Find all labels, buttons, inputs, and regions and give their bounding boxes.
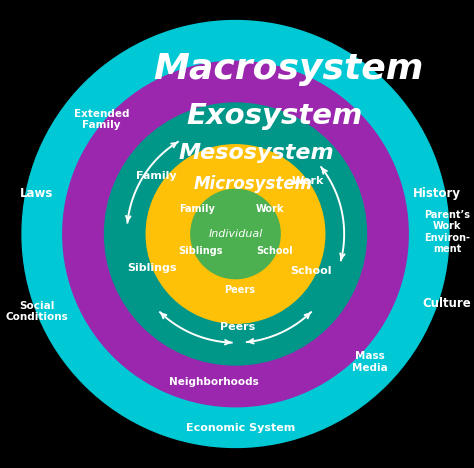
Text: Neighborhoods: Neighborhoods [169, 378, 259, 388]
Text: Siblings: Siblings [178, 247, 223, 256]
Text: Parent’s
Work
Environ-
ment: Parent’s Work Environ- ment [424, 210, 470, 255]
Circle shape [146, 145, 325, 323]
Text: Siblings: Siblings [128, 263, 177, 273]
Circle shape [22, 21, 449, 447]
Text: Social
Conditions: Social Conditions [5, 301, 68, 322]
Text: Laws: Laws [20, 187, 53, 200]
Circle shape [104, 103, 366, 365]
Text: Microsystem: Microsystem [193, 175, 312, 192]
Text: Extended
Family: Extended Family [74, 109, 129, 130]
Text: Work: Work [292, 176, 324, 186]
Text: School: School [291, 266, 332, 276]
Text: Individual: Individual [208, 229, 263, 239]
Text: Peers: Peers [224, 285, 255, 295]
Circle shape [191, 190, 280, 278]
Circle shape [63, 61, 408, 407]
Text: Culture: Culture [423, 297, 471, 310]
Text: Family: Family [136, 171, 176, 181]
Text: Economic System: Economic System [186, 423, 295, 433]
Text: Mass
Media: Mass Media [352, 351, 387, 373]
Text: Mesosystem: Mesosystem [179, 142, 335, 162]
Text: History: History [413, 187, 461, 200]
Text: Macrosystem: Macrosystem [154, 52, 424, 86]
Text: Family: Family [179, 204, 215, 214]
Text: Work: Work [256, 204, 285, 214]
Text: Exosystem: Exosystem [186, 102, 363, 130]
Text: School: School [256, 247, 292, 256]
Text: Peers: Peers [220, 322, 255, 332]
